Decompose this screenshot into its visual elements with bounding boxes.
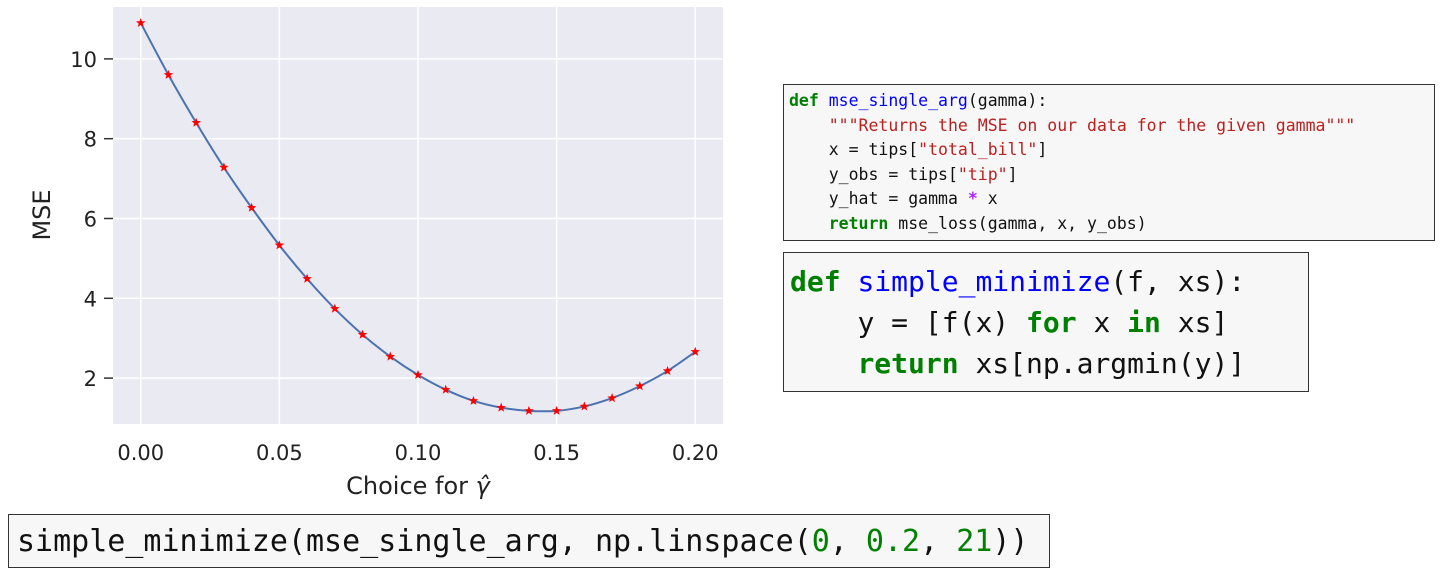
code-line: y = [f(x) for x in xs]: [790, 302, 1308, 343]
x-tick-label: 0.05: [256, 441, 303, 465]
x-tick-label: 0.20: [672, 441, 719, 465]
data-point: [219, 162, 229, 172]
code-text: y = [f(x): [857, 306, 1027, 339]
code-text: ,: [920, 524, 957, 559]
code-text: y_hat = gamma: [828, 189, 968, 209]
code-text: x: [977, 189, 998, 209]
keyword-def: def: [790, 265, 841, 298]
y-tick-label: 2: [84, 367, 97, 391]
number-literal: 0.2: [865, 524, 921, 559]
data-point: [440, 384, 451, 394]
code-text: x = tips[: [828, 140, 919, 160]
data-point: [302, 273, 312, 283]
keyword-for: for: [1026, 306, 1077, 339]
number-literal: 0: [811, 524, 830, 559]
data-point: [274, 240, 285, 250]
x-tick-label: 0.15: [533, 441, 580, 465]
code-text: y_obs = tips[: [828, 164, 958, 184]
data-point: [635, 381, 645, 391]
code-text: xs]: [1160, 306, 1229, 339]
data-point: [662, 365, 673, 375]
function-name: simple_minimize: [857, 265, 1111, 298]
code-line: return mse_loss(gamma, x, y_obs): [789, 212, 1434, 237]
string-literal: "tip": [957, 164, 1008, 184]
grid-lines: [113, 7, 723, 424]
keyword-in: in: [1127, 306, 1161, 339]
code-line: def simple_minimize(f, xs):: [790, 261, 1308, 302]
code-line: """Returns the MSE on our data for the g…: [789, 114, 1434, 139]
y-axis-label: MSE: [28, 189, 56, 240]
x-axis-label-text: Choice for: [346, 472, 476, 500]
x-axis-label: Choice for γ̂: [346, 472, 492, 500]
function-params: (gamma):: [967, 91, 1048, 110]
code-line: return xs[np.argmin(y)]: [790, 343, 1308, 384]
data-point: [579, 401, 590, 411]
x-tick-label: 0.00: [117, 441, 164, 465]
code-text: simple_minimize(mse_single_arg, np.linsp…: [17, 524, 812, 559]
code-line: x = tips["total_bill"]: [789, 138, 1434, 163]
keyword-return: return: [857, 347, 959, 380]
code-block-mse-single-arg: def mse_single_arg(gamma): """Returns th…: [783, 84, 1435, 241]
string-literal: "total_bill": [918, 140, 1038, 160]
docstring: """Returns the MSE on our data for the g…: [828, 115, 1356, 135]
function-name: mse_single_arg: [828, 91, 968, 110]
code-text: ]: [1037, 140, 1048, 160]
code-text: xs[np.argmin(y)]: [958, 347, 1246, 380]
data-point: [413, 369, 423, 379]
data-markers: [135, 17, 701, 415]
data-point: [330, 303, 340, 313]
data-point: [468, 395, 479, 405]
data-point: [191, 117, 201, 127]
operator: *: [967, 189, 978, 209]
code-line: y_hat = gamma * x: [789, 187, 1434, 212]
gamma-hat-symbol: γ̂: [476, 472, 492, 500]
y-tick-label: 8: [84, 128, 97, 152]
data-point: [607, 393, 617, 403]
code-text: )): [992, 524, 1029, 559]
axis-ticks: 0.00 0.05 0.10 0.15 0.20 2 4 6 8 10: [70, 48, 718, 465]
data-point: [246, 202, 257, 212]
code-text: ,: [829, 524, 866, 559]
number-literal: 21: [956, 524, 993, 559]
code-line: def mse_single_arg(gamma):: [789, 89, 1434, 114]
y-tick-label: 4: [84, 287, 97, 311]
keyword-def: def: [789, 91, 819, 110]
data-point: [163, 69, 174, 79]
code-text: ]: [1007, 164, 1018, 184]
data-point: [135, 17, 146, 28]
data-point: [551, 405, 562, 415]
y-tick-label: 10: [70, 48, 97, 72]
keyword-return: return: [828, 213, 889, 233]
y-tick-label: 6: [84, 207, 97, 231]
data-point: [385, 351, 396, 361]
code-text: x: [1076, 306, 1128, 339]
data-point: [690, 346, 701, 356]
code-call-expression: simple_minimize(mse_single_arg, np.linsp…: [8, 514, 1050, 568]
code-line: y_obs = tips["tip"]: [789, 163, 1434, 188]
function-params: (f, xs):: [1110, 265, 1246, 298]
data-point: [357, 329, 368, 339]
x-tick-label: 0.10: [395, 441, 442, 465]
code-block-simple-minimize: def simple_minimize(f, xs): y = [f(x) fo…: [783, 252, 1309, 392]
code-text: mse_loss(gamma, x, y_obs): [888, 213, 1147, 233]
data-point: [524, 405, 534, 415]
data-point: [496, 402, 506, 412]
mse-chart: 0.00 0.05 0.10 0.15 0.20 2 4 6 8 10 MSE Choice fo…: [28, 7, 723, 500]
